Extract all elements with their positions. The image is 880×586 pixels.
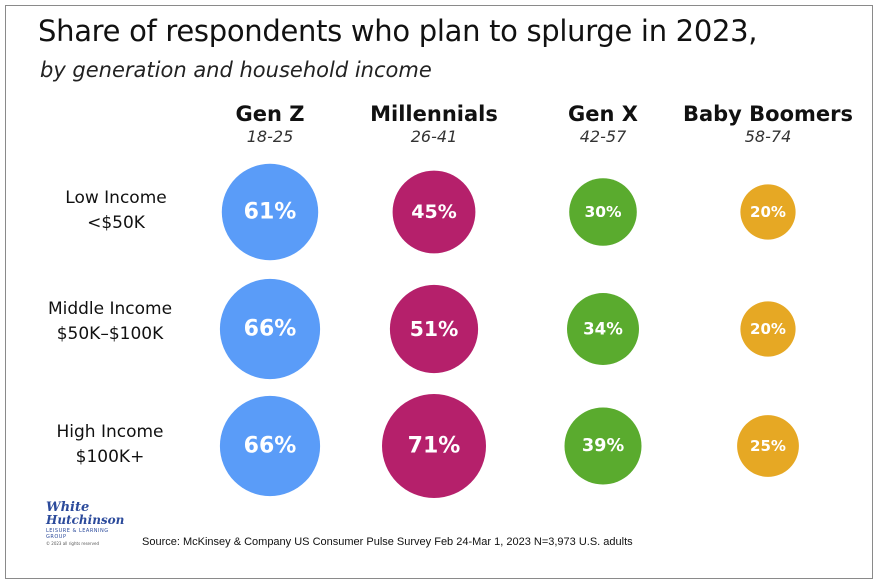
column-header-baby-boomers: Baby Boomers 58-74 [673, 102, 863, 146]
bubble-gen-z-row-3: 66% [219, 395, 321, 497]
bubble-baby-boomers-row-2: 20% [740, 301, 796, 357]
bubble-circle [567, 293, 639, 365]
bubble-circle [564, 407, 642, 485]
row-label-line: Low Income [65, 188, 167, 208]
row-label-line: High Income [56, 422, 164, 442]
bubble-gen-x-row-3: 39% [564, 407, 642, 485]
bubble-gen-z-row-1: 61% [221, 163, 319, 261]
column-age-range: 58-74 [744, 127, 792, 146]
bubble-value-label: 71% [408, 434, 461, 459]
bubble-millennials-row-3: 71% [382, 394, 486, 498]
row-header-high-income: High Income $100K+ [20, 420, 200, 470]
bubble-millennials-row-1: 45% [392, 170, 476, 254]
bubble-millennials-row-2: 51% [389, 284, 479, 374]
row-header-middle-income: Middle Income $50K–$100K [20, 297, 200, 347]
column-name: Gen X [568, 102, 638, 126]
row-label-line: $100K+ [75, 447, 145, 467]
column-age-range: 26-41 [410, 127, 458, 146]
bubble-circle [382, 394, 486, 498]
bubble-circle [740, 184, 796, 240]
bubble-circle [740, 301, 796, 357]
row-label-line: $50K–$100K [56, 324, 164, 344]
bubble-baby-boomers-row-1: 20% [740, 184, 796, 240]
bubble-circle [221, 163, 319, 261]
bubble-value-label: 25% [750, 437, 786, 455]
bubble-value-label: 20% [750, 320, 786, 338]
bubble-value-label: 30% [584, 203, 622, 221]
bubble-value-label: 45% [411, 201, 456, 223]
bubble-value-label: 51% [410, 317, 459, 341]
column-header-gen-x: Gen X 42-57 [508, 102, 698, 146]
bubble-gen-z-row-2: 66% [219, 278, 321, 380]
bubble-gen-x-row-2: 34% [567, 293, 639, 365]
bubble-baby-boomers-row-3: 25% [737, 415, 799, 477]
bubble-circle [392, 170, 476, 254]
row-header-low-income: Low Income <$50K [26, 186, 206, 236]
chart-subtitle: by generation and household income [40, 58, 432, 82]
column-age-range: 42-57 [579, 127, 627, 146]
column-header-gen-z: Gen Z 18-25 [175, 102, 365, 146]
column-header-millennials: Millennials 26-41 [339, 102, 529, 146]
bubble-circle [569, 178, 637, 246]
column-name: Gen Z [235, 102, 305, 126]
white-hutchinson-logo: White Hutchinson LEISURE & LEARNING GROU… [46, 500, 125, 546]
chart-title: Share of respondents who plan to splurge… [38, 14, 758, 48]
bubble-value-label: 34% [583, 320, 623, 339]
column-name: Millennials [370, 102, 498, 126]
bubble-value-label: 66% [244, 434, 297, 459]
column-age-range: 18-25 [246, 127, 294, 146]
bubble-value-label: 61% [244, 200, 297, 225]
row-label-line: Middle Income [47, 299, 173, 319]
column-name: Baby Boomers [682, 102, 854, 126]
row-label-line: <$50K [87, 213, 145, 233]
bubble-gen-x-row-1: 30% [569, 178, 637, 246]
bubble-value-label: 20% [750, 203, 786, 221]
bubble-circle [389, 284, 479, 374]
bubble-circle [219, 395, 321, 497]
source-note: Source: McKinsey & Company US Consumer P… [142, 536, 633, 548]
bubble-value-label: 39% [582, 436, 625, 456]
bubble-circle [219, 278, 321, 380]
bubble-circle [737, 415, 799, 477]
bubble-value-label: 66% [244, 317, 297, 342]
